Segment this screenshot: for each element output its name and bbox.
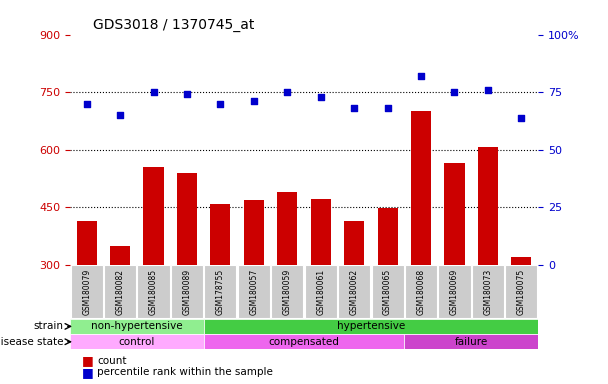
Text: GSM180073: GSM180073 [483,269,492,315]
Bar [411,111,431,265]
Bar [378,208,398,265]
Bar [311,199,331,265]
Point [115,112,125,118]
Bar [204,319,538,334]
Bar [70,334,204,349]
Text: GSM180089: GSM180089 [182,269,192,315]
Point [449,89,460,95]
Text: strain: strain [33,321,63,331]
Bar [478,147,498,265]
Bar [511,257,531,265]
Text: GSM180082: GSM180082 [116,269,125,315]
Point [316,94,326,100]
Text: hypertensive: hypertensive [337,321,405,331]
Text: GSM180079: GSM180079 [82,269,91,315]
Point [282,89,292,95]
Text: GSM180068: GSM180068 [416,269,426,315]
Bar [338,265,370,318]
Text: GSM180065: GSM180065 [383,269,392,315]
Bar [137,265,170,318]
Text: GSM180062: GSM180062 [350,269,359,315]
Text: GSM180059: GSM180059 [283,269,292,315]
Bar [71,265,103,318]
Bar [344,221,364,265]
Text: GSM180075: GSM180075 [517,269,526,315]
Text: compensated: compensated [269,337,339,347]
Bar [177,173,197,265]
Bar [371,265,404,318]
Bar [472,265,504,318]
Point [148,89,158,95]
Point [249,98,259,104]
Point [383,105,393,111]
Text: ■: ■ [82,354,94,367]
Bar [171,265,203,318]
Text: GSM180069: GSM180069 [450,269,459,315]
Text: count: count [97,356,127,366]
Bar [204,265,237,318]
Bar [405,265,437,318]
Text: GDS3018 / 1370745_at: GDS3018 / 1370745_at [93,18,255,32]
Point [517,114,527,121]
Bar [305,265,337,318]
Bar [505,265,537,318]
Bar [204,334,404,349]
Text: control: control [119,337,155,347]
Bar [404,334,538,349]
Bar [77,221,97,265]
Text: GSM180057: GSM180057 [249,269,258,315]
Bar [277,192,297,265]
Bar [210,204,230,265]
Point [81,101,91,107]
Bar [143,167,164,265]
Point [349,105,359,111]
Bar [438,265,471,318]
Text: percentile rank within the sample: percentile rank within the sample [97,367,273,377]
Bar [444,163,465,265]
Text: GSM178755: GSM178755 [216,269,225,315]
Point [182,91,192,98]
Text: disease state: disease state [0,337,63,347]
Bar [238,265,270,318]
Bar [104,265,136,318]
Point [215,101,225,107]
Bar [70,319,204,334]
Bar [271,265,303,318]
Bar [244,200,264,265]
Text: ■: ■ [82,366,94,379]
Text: GSM180061: GSM180061 [316,269,325,315]
Point [416,73,426,79]
Point [483,87,493,93]
Text: non-hypertensive: non-hypertensive [91,321,182,331]
Bar [110,246,130,265]
Text: failure: failure [455,337,488,347]
Text: GSM180085: GSM180085 [149,269,158,315]
